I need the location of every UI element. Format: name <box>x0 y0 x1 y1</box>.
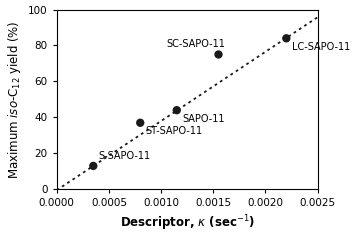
Text: S-SAPO-11: S-SAPO-11 <box>98 151 151 161</box>
Point <box>216 53 221 56</box>
Point <box>137 121 143 125</box>
Point <box>174 108 179 112</box>
Point <box>284 36 289 40</box>
X-axis label: Descriptor, $\kappa$ (sec$^{-1}$): Descriptor, $\kappa$ (sec$^{-1}$) <box>120 214 255 234</box>
Text: SAPO-11: SAPO-11 <box>182 114 224 124</box>
Text: LC-SAPO-11: LC-SAPO-11 <box>292 42 350 52</box>
Point <box>91 164 96 168</box>
Text: SC-SAPO-11: SC-SAPO-11 <box>166 39 225 49</box>
Text: ST-SAPO-11: ST-SAPO-11 <box>145 126 202 136</box>
Y-axis label: Maximum $iso$-C$_{12}$ yield (%): Maximum $iso$-C$_{12}$ yield (%) <box>6 20 23 179</box>
